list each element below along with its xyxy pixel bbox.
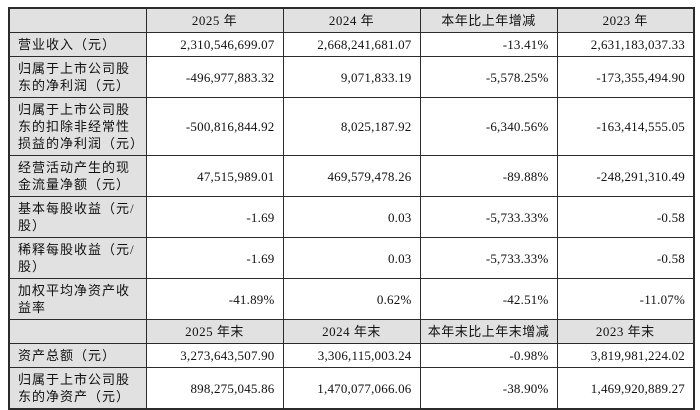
header-year-2023: 2023 年 xyxy=(556,7,695,33)
table-row-total-assets: 资产总额（元） 3,273,643,507.90 3,306,115,003.2… xyxy=(8,343,695,368)
header-year-2025: 2025 年 xyxy=(145,7,284,33)
cell-value: 469,579,478.26 xyxy=(282,155,421,197)
row-label: 归属于上市公司股东的净资产（元） xyxy=(8,367,147,410)
row-label: 经营活动产生的现金流量净额（元） xyxy=(8,155,147,197)
cell-value: -173,355,494.90 xyxy=(556,56,695,98)
header-yearend-2024: 2024 年末 xyxy=(282,319,421,344)
table-row-net-profit: 归属于上市公司股东的净利润（元） -496,977,883.32 9,071,8… xyxy=(8,56,695,98)
cell-value: -89.88% xyxy=(419,155,558,197)
cell-value: 0.03 xyxy=(282,196,421,238)
cell-value: 3,273,643,507.90 xyxy=(145,343,284,368)
cell-value: -0.58 xyxy=(556,237,695,279)
header-yoy-change: 本年比上年增减 xyxy=(419,7,558,33)
cell-value: -6,340.56% xyxy=(419,97,558,156)
table-header-period-end: 2025 年末 2024 年末 本年末比上年末增减 2023 年末 xyxy=(8,319,695,344)
cell-value: -496,977,883.32 xyxy=(145,56,284,98)
header-blank-cell xyxy=(8,319,147,344)
cell-value: 1,470,077,066.06 xyxy=(282,367,421,410)
table-row-diluted-eps: 稀释每股收益（元/股） -1.69 0.03 -5,733.33% -0.58 xyxy=(8,237,695,279)
header-yearend-change: 本年末比上年末增减 xyxy=(419,319,558,344)
cell-value: -1.69 xyxy=(145,237,284,279)
cell-value: -5,578.25% xyxy=(419,56,558,98)
cell-value: 2,310,546,699.07 xyxy=(145,32,284,57)
table-row-operating-cash-flow: 经营活动产生的现金流量净额（元） 47,515,989.01 469,579,4… xyxy=(8,155,695,197)
cell-value: -38.90% xyxy=(419,367,558,410)
cell-value: -5,733.33% xyxy=(419,237,558,279)
cell-value: 2,631,183,037.33 xyxy=(556,32,695,57)
row-label: 稀释每股收益（元/股） xyxy=(8,237,147,279)
table-row-revenue: 营业收入（元） 2,310,546,699.07 2,668,241,681.0… xyxy=(8,32,695,57)
cell-value: -41.89% xyxy=(145,278,284,320)
cell-value: -13.41% xyxy=(419,32,558,57)
row-label: 加权平均净资产收益率 xyxy=(8,278,147,320)
header-blank-cell xyxy=(8,7,147,33)
cell-value: 47,515,989.01 xyxy=(145,155,284,197)
cell-value: 898,275,045.86 xyxy=(145,367,284,410)
cell-value: -5,733.33% xyxy=(419,196,558,238)
header-year-2024: 2024 年 xyxy=(282,7,421,33)
cell-value: -11.07% xyxy=(556,278,695,320)
cell-value: 8,025,187.92 xyxy=(282,97,421,156)
cell-value: -0.98% xyxy=(419,343,558,368)
cell-value: -42.51% xyxy=(419,278,558,320)
header-yearend-2023: 2023 年末 xyxy=(556,319,695,344)
table-row-basic-eps: 基本每股收益（元/股） -1.69 0.03 -5,733.33% -0.58 xyxy=(8,196,695,238)
row-label: 营业收入（元） xyxy=(8,32,147,57)
cell-value: -0.58 xyxy=(556,196,695,238)
row-label: 资产总额（元） xyxy=(8,343,147,368)
cell-value: -500,816,844.92 xyxy=(145,97,284,156)
cell-value: 0.03 xyxy=(282,237,421,279)
cell-value: 3,819,981,224.02 xyxy=(556,343,695,368)
table-row-weighted-avg-roe: 加权平均净资产收益率 -41.89% 0.62% -42.51% -11.07% xyxy=(8,278,695,320)
cell-value: 9,071,833.19 xyxy=(282,56,421,98)
cell-value: 2,668,241,681.07 xyxy=(282,32,421,57)
cell-value: -248,291,310.49 xyxy=(556,155,695,197)
cell-value: -1.69 xyxy=(145,196,284,238)
cell-value: 3,306,115,003.24 xyxy=(282,343,421,368)
header-yearend-2025: 2025 年末 xyxy=(145,319,284,344)
row-label: 归属于上市公司股东的扣除非经常性损益的净利润（元） xyxy=(8,97,147,156)
cell-value: 1,469,920,889.27 xyxy=(556,367,695,410)
cell-value: 0.62% xyxy=(282,278,421,320)
row-label: 基本每股收益（元/股） xyxy=(8,196,147,238)
table-row-net-profit-deducted: 归属于上市公司股东的扣除非经常性损益的净利润（元） -500,816,844.9… xyxy=(8,97,695,156)
financial-summary-table: 2025 年 2024 年 本年比上年增减 2023 年 营业收入（元） 2,3… xyxy=(8,7,695,410)
cell-value: -163,414,555.05 xyxy=(556,97,695,156)
row-label: 归属于上市公司股东的净利润（元） xyxy=(8,56,147,98)
table-row-net-assets: 归属于上市公司股东的净资产（元） 898,275,045.86 1,470,07… xyxy=(8,367,695,410)
table-header-annual: 2025 年 2024 年 本年比上年增减 2023 年 xyxy=(8,7,695,33)
